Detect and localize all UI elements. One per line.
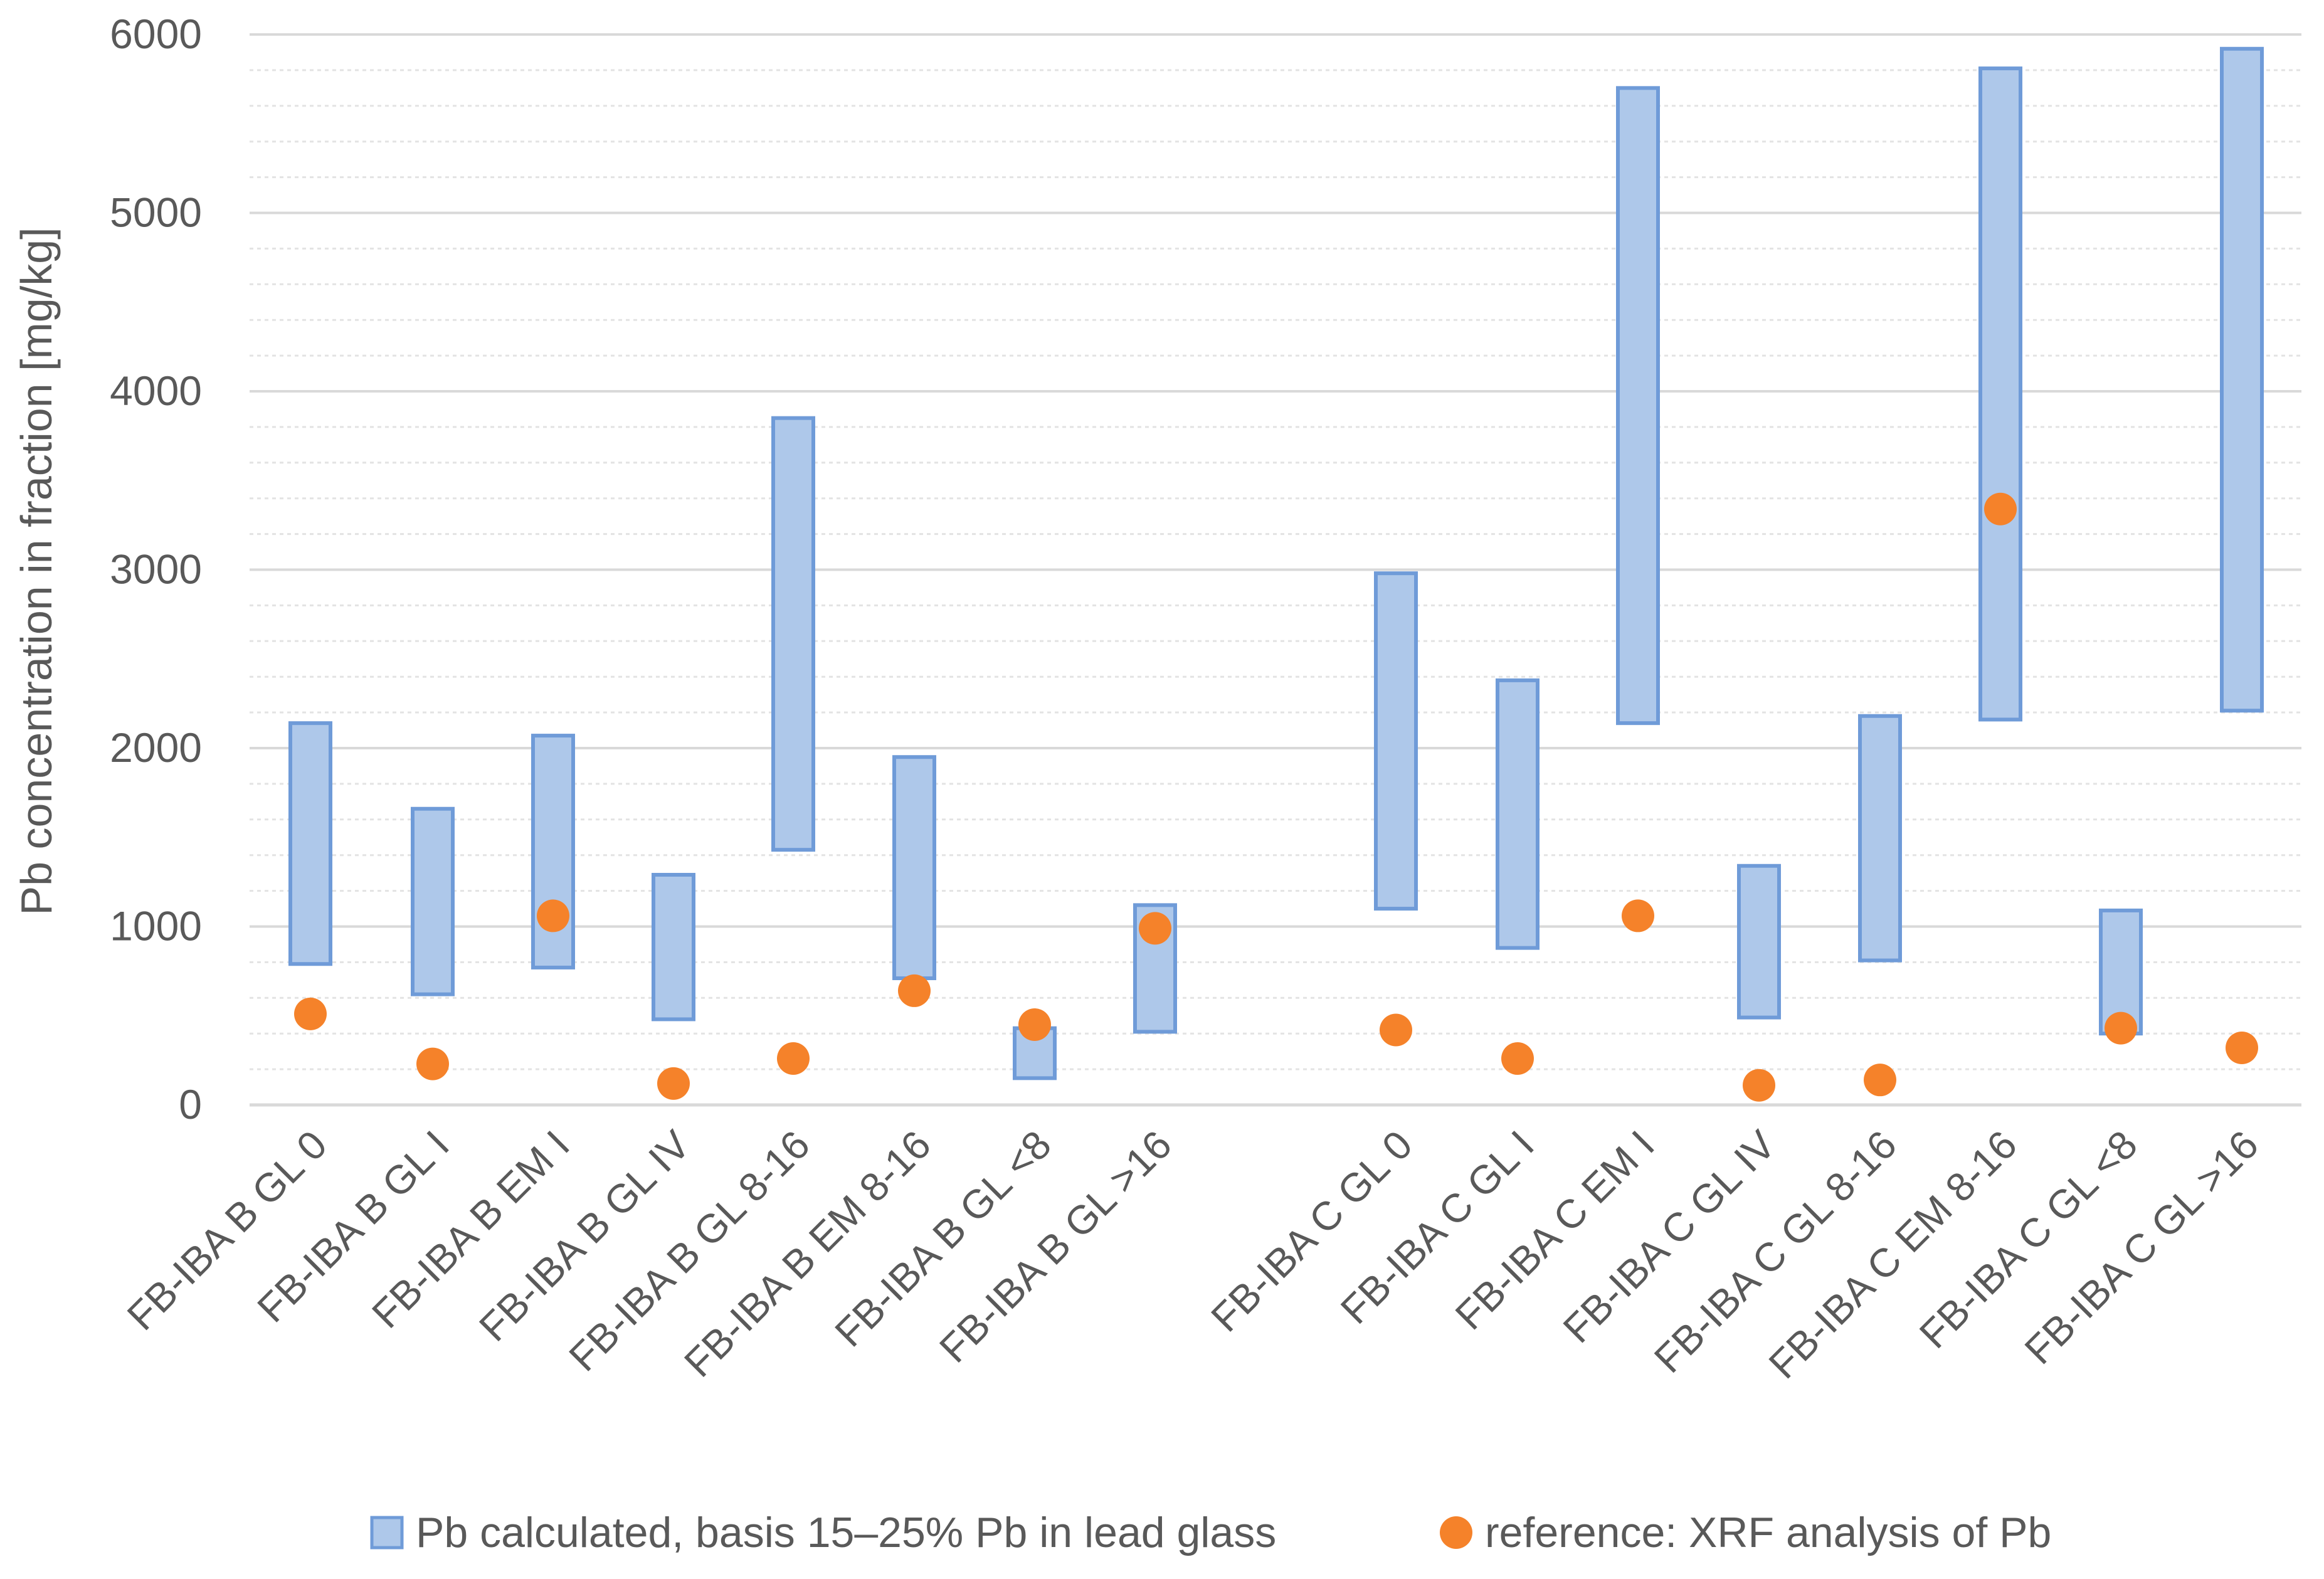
x-tick-labels: FB-IBA B GL 0FB-IBA B GL IFB-IBA B EM IF…: [119, 1122, 2267, 1387]
reference-point: [1864, 1064, 1896, 1097]
reference-point: [1622, 899, 1654, 932]
x-tick-label: FB-IBA C GL <8: [1911, 1122, 2146, 1357]
reference-point: [657, 1067, 690, 1100]
y-tick-label: 5000: [110, 189, 202, 236]
x-tick-label: FB-IBA B GL >16: [931, 1122, 1180, 1371]
reference-point: [416, 1047, 449, 1080]
range-bar: [1737, 863, 1781, 1020]
range-bar: [411, 806, 455, 996]
legend-label-range: Pb calculated, basis 15–25% Pb in lead g…: [416, 1509, 1276, 1556]
reference-point: [1018, 1008, 1051, 1041]
range-bar: [1496, 678, 1540, 950]
reference-point: [1380, 1013, 1412, 1047]
legend: Pb calculated, basis 15–25% Pb in lead g…: [370, 1509, 2051, 1556]
y-tick-label: 3000: [110, 546, 202, 593]
reference-point: [777, 1042, 810, 1075]
reference-point: [1139, 912, 1171, 945]
range-bar: [771, 416, 815, 852]
range-bar: [652, 872, 695, 1022]
range-bar: [1616, 86, 1660, 726]
y-tick-label: 2000: [110, 724, 202, 771]
reference-point: [1984, 492, 2017, 525]
y-axis-label: Pb concentration in fraction [mg/kg]: [12, 227, 61, 915]
x-tick-label: FB-IBA C GL >16: [2016, 1122, 2267, 1373]
range-bar: [531, 734, 575, 969]
y-tick-label: 6000: [110, 11, 202, 57]
legend-swatch-range: [370, 1516, 404, 1550]
y-tick-label: 0: [179, 1081, 202, 1127]
reference-points: [294, 492, 2258, 1102]
x-tick-label: FB-IBA C GL IV: [1555, 1122, 1784, 1351]
range-bar: [2099, 908, 2143, 1036]
range-bar: [1858, 714, 1902, 963]
reference-point: [1743, 1069, 1775, 1102]
reference-point: [294, 997, 327, 1030]
y-tick-label: 4000: [110, 367, 202, 414]
range-bars: [288, 46, 2264, 1080]
range-bar: [2220, 46, 2264, 713]
legend-swatch-reference: [1440, 1516, 1472, 1549]
x-tick-label: FB-IBA B GL <8: [826, 1122, 1059, 1355]
x-tick-label: FB-IBA B GL IV: [470, 1122, 699, 1350]
reference-point: [2226, 1031, 2258, 1064]
reference-point: [898, 974, 931, 1007]
reference-point: [1501, 1042, 1534, 1075]
reference-point: [2105, 1011, 2137, 1045]
range-bar: [288, 721, 332, 966]
range-bar: [1374, 571, 1418, 911]
reference-point: [537, 899, 569, 932]
range-bar: [1978, 66, 2022, 722]
y-tick-labels: 0 1000 2000 3000 4000 5000 6000: [110, 11, 202, 1127]
legend-label-reference: reference: XRF analysis of Pb: [1485, 1509, 2051, 1556]
range-bar: [892, 755, 936, 981]
gridlines: [250, 33, 2301, 1107]
y-tick-label: 1000: [110, 903, 202, 949]
